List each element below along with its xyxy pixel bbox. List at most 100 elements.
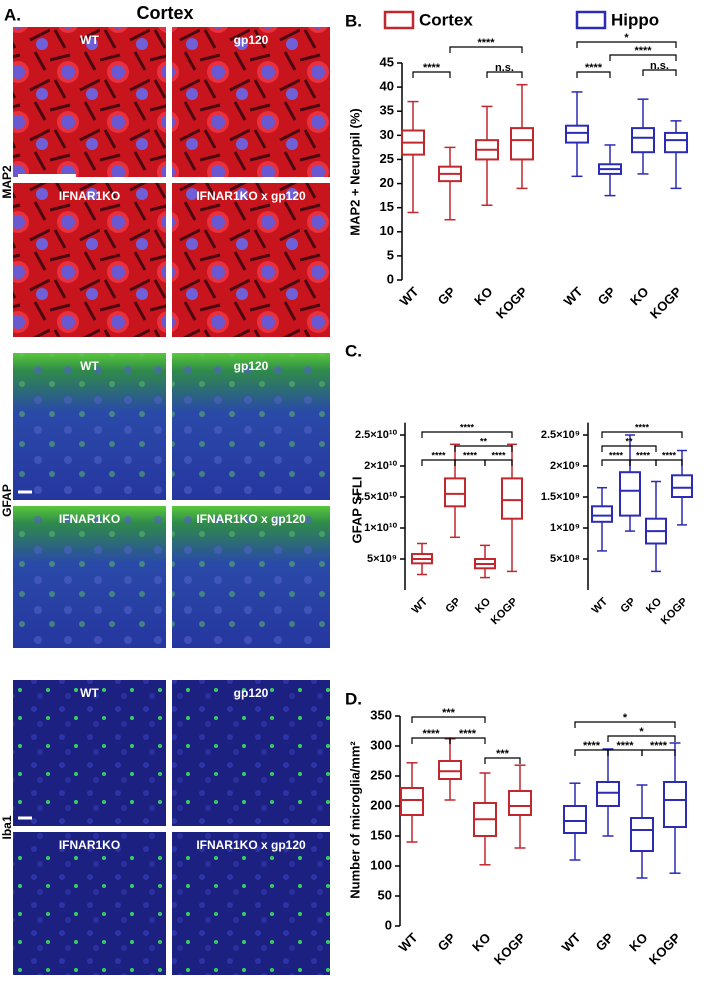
significance-bracket xyxy=(641,749,676,756)
significance-bracket xyxy=(411,716,486,723)
box xyxy=(663,781,687,828)
significance-label: **** xyxy=(634,45,652,57)
significance-bracket xyxy=(486,71,523,78)
x-tick-label: KOGP xyxy=(659,596,690,627)
micrograph xyxy=(13,832,166,975)
y-tick-label: 200 xyxy=(370,797,392,812)
legend-label: Cortex xyxy=(419,10,473,29)
significance-label: **** xyxy=(463,450,478,460)
box xyxy=(631,127,655,154)
tile-label: WT xyxy=(80,686,99,700)
significance-bracket xyxy=(607,735,676,742)
tile-label: IFNAR1KO x gp120 xyxy=(196,838,306,852)
significance-label: ** xyxy=(480,436,488,446)
significance-label: **** xyxy=(635,422,650,432)
box xyxy=(563,805,587,834)
x-tick-label: KO xyxy=(473,595,493,615)
significance-bracket xyxy=(454,459,486,466)
panel-label: B. xyxy=(345,11,362,30)
stain-label: GFAP xyxy=(0,484,14,517)
box xyxy=(510,127,534,161)
x-tick-label: WT xyxy=(410,595,431,616)
micrograph xyxy=(172,506,330,648)
x-tick-label: KOGP xyxy=(491,930,529,968)
x-tick-label: KO xyxy=(469,930,493,954)
significance-label: **** xyxy=(460,422,475,432)
stain-label: MAP2 xyxy=(0,165,14,199)
significance-label: *** xyxy=(496,748,510,760)
y-tick-label: 150 xyxy=(370,827,392,842)
y-tick-label: 2×10⁹ xyxy=(550,460,580,472)
significance-label: **** xyxy=(583,740,601,752)
x-tick-label: KOGP xyxy=(493,284,531,322)
box xyxy=(565,124,589,144)
y-tick-label: 5 xyxy=(387,247,394,262)
significance-bracket xyxy=(655,459,683,466)
y-tick-label: 1×10⁹ xyxy=(550,522,580,534)
box xyxy=(501,477,523,520)
y-tick-label: 0 xyxy=(385,917,392,932)
micrograph xyxy=(13,680,166,826)
significance-bracket xyxy=(449,46,523,53)
micrograph xyxy=(13,27,166,177)
micrograph xyxy=(172,27,330,177)
y-tick-label: 10 xyxy=(380,223,394,238)
significance-label: * xyxy=(623,712,628,724)
image-title: Cortex xyxy=(136,3,193,23)
significance-bracket xyxy=(454,445,513,452)
y-axis-label: Number of microglia/mm² xyxy=(347,741,362,899)
x-tick-label: KOGP xyxy=(489,596,520,627)
y-tick-label: 40 xyxy=(380,79,394,94)
y-tick-label: 100 xyxy=(370,857,392,872)
significance-label: **** xyxy=(662,450,677,460)
significance-bracket xyxy=(576,71,611,78)
legend-swatch xyxy=(575,10,607,30)
x-tick-label: WT xyxy=(561,284,586,309)
significance-bracket xyxy=(412,71,451,78)
x-tick-label: KO xyxy=(627,284,651,308)
x-tick-label: KOGP xyxy=(646,930,684,968)
y-tick-label: 2.5×10⁹ xyxy=(541,429,580,441)
micrograph xyxy=(172,353,330,500)
significance-bracket xyxy=(449,737,486,744)
x-tick-label: WT xyxy=(559,930,584,955)
significance-bracket xyxy=(421,431,513,438)
significance-bracket xyxy=(574,721,676,728)
legend-swatch xyxy=(383,10,415,30)
significance-bracket xyxy=(609,54,677,61)
tile-label: WT xyxy=(80,359,99,373)
significance-label: **** xyxy=(477,37,495,49)
box xyxy=(438,760,462,780)
y-tick-label: 30 xyxy=(380,127,394,142)
box xyxy=(619,471,641,517)
x-tick-label: GP xyxy=(618,596,638,616)
y-tick-label: 5×10⁹ xyxy=(367,553,397,565)
micrographs: WT gp120 IFNAR1KO IFNAR1KO x gp120 MAP2 WT gp1… xyxy=(0,27,330,975)
y-axis-label: GFAP SFLI xyxy=(349,477,364,544)
significance-label: n.s. xyxy=(650,60,669,72)
significance-label: **** xyxy=(609,450,624,460)
tile-label: WT xyxy=(80,33,99,47)
tile-label: gp120 xyxy=(234,33,269,47)
box xyxy=(596,781,620,807)
significance-label: * xyxy=(624,32,629,44)
box xyxy=(630,817,654,852)
panel-label: D. xyxy=(345,689,362,708)
significance-bracket xyxy=(601,459,631,466)
tile-label: gp120 xyxy=(234,359,269,373)
tile-label: gp120 xyxy=(234,686,269,700)
tile-label: IFNAR1KO x gp120 xyxy=(196,189,306,203)
y-tick-label: 0 xyxy=(387,271,394,286)
box xyxy=(591,505,613,523)
x-tick-label: WT xyxy=(397,284,422,309)
x-tick-label: GP xyxy=(435,930,459,954)
legend-label: Hippo xyxy=(611,10,659,29)
y-tick-label: 20 xyxy=(380,175,394,190)
y-tick-label: 35 xyxy=(380,103,394,118)
micrograph xyxy=(13,353,166,500)
significance-label: **** xyxy=(422,728,440,740)
box xyxy=(671,474,693,498)
y-tick-label: 15 xyxy=(380,199,394,214)
y-tick-label: 25 xyxy=(380,151,394,166)
